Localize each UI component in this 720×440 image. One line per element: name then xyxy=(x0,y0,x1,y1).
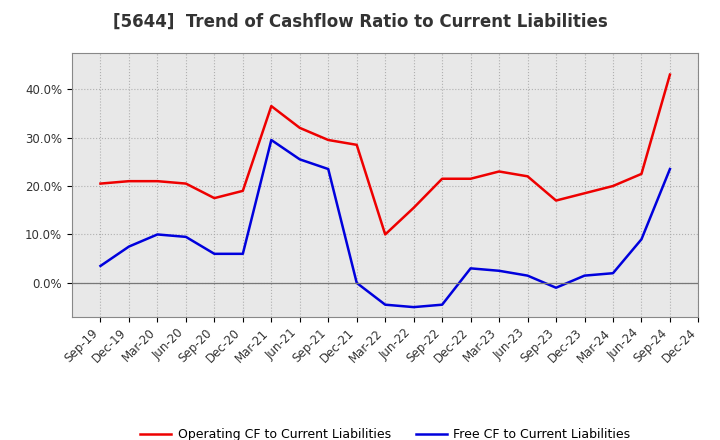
Operating CF to Current Liabilities xyxy=(608,183,617,189)
Free CF to Current Liabilities xyxy=(238,251,247,257)
Free CF to Current Liabilities xyxy=(580,273,589,278)
Operating CF to Current Liabilities xyxy=(552,198,560,203)
Operating CF to Current Liabilities xyxy=(153,179,162,184)
Free CF to Current Liabilities xyxy=(552,285,560,290)
Free CF to Current Liabilities xyxy=(352,280,361,286)
Operating CF to Current Liabilities xyxy=(665,72,674,77)
Free CF to Current Liabilities xyxy=(608,271,617,276)
Free CF to Current Liabilities xyxy=(381,302,390,307)
Free CF to Current Liabilities xyxy=(665,166,674,172)
Free CF to Current Liabilities xyxy=(467,266,475,271)
Operating CF to Current Liabilities xyxy=(467,176,475,181)
Free CF to Current Liabilities xyxy=(523,273,532,278)
Operating CF to Current Liabilities xyxy=(324,137,333,143)
Legend: Operating CF to Current Liabilities, Free CF to Current Liabilities: Operating CF to Current Liabilities, Fre… xyxy=(135,423,635,440)
Operating CF to Current Liabilities xyxy=(381,232,390,237)
Operating CF to Current Liabilities xyxy=(637,171,646,176)
Free CF to Current Liabilities xyxy=(125,244,133,249)
Operating CF to Current Liabilities xyxy=(267,103,276,109)
Operating CF to Current Liabilities xyxy=(295,125,304,131)
Free CF to Current Liabilities xyxy=(637,237,646,242)
Operating CF to Current Liabilities xyxy=(125,179,133,184)
Operating CF to Current Liabilities xyxy=(210,195,219,201)
Free CF to Current Liabilities xyxy=(495,268,503,273)
Free CF to Current Liabilities xyxy=(153,232,162,237)
Free CF to Current Liabilities xyxy=(324,166,333,172)
Free CF to Current Liabilities xyxy=(295,157,304,162)
Free CF to Current Liabilities xyxy=(210,251,219,257)
Free CF to Current Liabilities xyxy=(410,304,418,310)
Operating CF to Current Liabilities xyxy=(181,181,190,186)
Operating CF to Current Liabilities xyxy=(96,181,105,186)
Free CF to Current Liabilities xyxy=(438,302,446,307)
Free CF to Current Liabilities xyxy=(181,234,190,239)
Line: Free CF to Current Liabilities: Free CF to Current Liabilities xyxy=(101,140,670,307)
Operating CF to Current Liabilities xyxy=(523,174,532,179)
Operating CF to Current Liabilities xyxy=(410,205,418,210)
Line: Operating CF to Current Liabilities: Operating CF to Current Liabilities xyxy=(101,75,670,235)
Free CF to Current Liabilities xyxy=(267,137,276,143)
Free CF to Current Liabilities xyxy=(96,263,105,268)
Operating CF to Current Liabilities xyxy=(580,191,589,196)
Operating CF to Current Liabilities xyxy=(352,142,361,147)
Operating CF to Current Liabilities xyxy=(238,188,247,194)
Operating CF to Current Liabilities xyxy=(495,169,503,174)
Operating CF to Current Liabilities xyxy=(438,176,446,181)
Text: [5644]  Trend of Cashflow Ratio to Current Liabilities: [5644] Trend of Cashflow Ratio to Curren… xyxy=(112,13,608,31)
